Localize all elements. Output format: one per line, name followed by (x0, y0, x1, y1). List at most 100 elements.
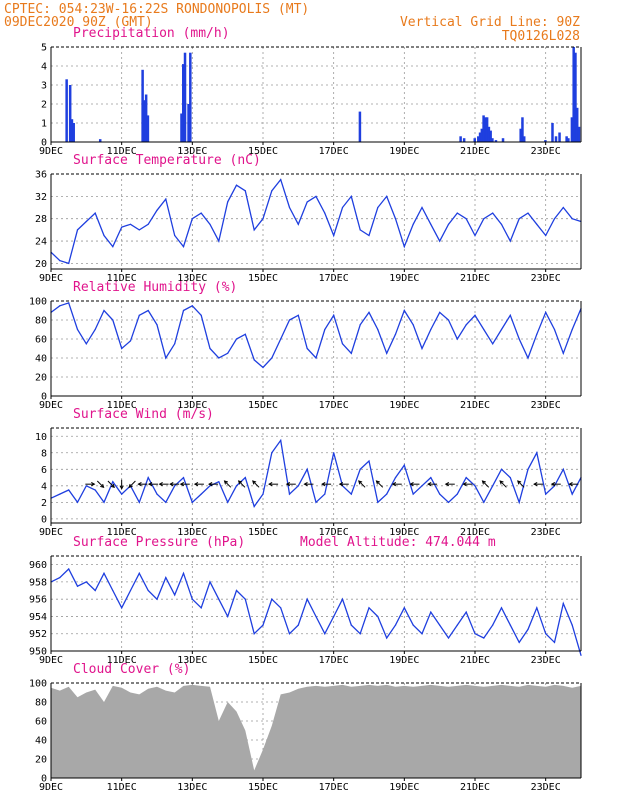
pres-point (430, 611, 432, 613)
wind-wind-arrowhead (193, 482, 199, 487)
rh-xtick-label: 15DEC (248, 400, 278, 411)
precip-bar (572, 47, 575, 142)
temp-point (112, 246, 114, 248)
wind-point (306, 468, 308, 470)
wind-wind-arrowhead (481, 480, 486, 485)
temp-point (386, 195, 388, 197)
wind-wind-arrow (376, 480, 384, 488)
rh-point (174, 343, 176, 345)
rh-point (209, 347, 211, 350)
rh-point (518, 338, 520, 340)
pres-point (209, 581, 211, 583)
rh-point (377, 328, 379, 331)
temp-point (456, 212, 458, 214)
pres-point (500, 607, 503, 609)
wind-wind-arrowhead (338, 482, 344, 487)
rh-point (315, 357, 317, 359)
cloud-xtick-label: 23DEC (531, 782, 561, 793)
cloud-ytick-label: 60 (35, 717, 47, 728)
pres-point (447, 637, 450, 639)
wind-xtick-label: 23DEC (531, 527, 561, 538)
pres-point (227, 615, 229, 618)
rh-point (483, 328, 485, 331)
pres-point (350, 624, 352, 626)
precip-bar (182, 64, 185, 142)
pres-point (297, 624, 299, 626)
temp-point (324, 212, 326, 214)
pres-xtick-label: 15DEC (248, 655, 278, 666)
wind-wind-arrowhead (179, 482, 185, 487)
temp-point (315, 195, 317, 197)
rh-point (121, 347, 123, 350)
rh-point (412, 324, 414, 326)
temp-point (280, 178, 282, 181)
temp-xtick-label: 9DEC (39, 273, 63, 284)
precip-bar (72, 123, 75, 142)
pres-point (465, 611, 467, 613)
rh-point (227, 352, 229, 354)
pres-point (359, 633, 361, 635)
precip-xtick-label: 19DEC (389, 146, 419, 157)
wind-wind-arrow (499, 480, 507, 488)
wind-wind-arrowhead (137, 482, 142, 487)
pres-point (386, 637, 388, 639)
pres-point (156, 598, 158, 600)
rh-ytick-label: 60 (35, 335, 47, 346)
rh-point (191, 305, 193, 307)
pres-point (165, 576, 167, 579)
temp-point (403, 246, 405, 248)
cloud-panel: 0 20 40 60 80 100 9DEC 11DEC 13DEC 15DEC 17DEC 19DE… (29, 662, 582, 793)
pres-point (456, 624, 458, 626)
rh-point (94, 328, 96, 331)
pres-point (492, 624, 494, 626)
temp-xtick-label: 19DEC (389, 273, 419, 284)
temp-point (536, 223, 538, 225)
rh-point (500, 328, 503, 331)
rh-point (76, 328, 79, 331)
precip-ytick-label: 2 (41, 100, 47, 111)
precip-xtick-label: 11DEC (107, 146, 137, 157)
wind-xtick-label: 21DEC (460, 527, 490, 538)
rh-point (165, 357, 167, 359)
pres-point (518, 641, 520, 643)
wind-ytick-label: 2 (41, 498, 47, 509)
wind-point (209, 485, 211, 487)
pres-ytick-label: 952 (29, 629, 47, 640)
wind-point (112, 481, 114, 483)
cloud-ytick-label: 40 (35, 736, 47, 747)
pres-point (262, 624, 264, 626)
precip-bar (183, 52, 187, 143)
pres-point (553, 641, 556, 643)
temp-point (76, 229, 79, 231)
wind-point (483, 501, 485, 503)
wind-point (191, 501, 193, 503)
pres-xtick-label: 19DEC (389, 655, 419, 666)
temp-point (253, 229, 255, 231)
wind-point (182, 476, 185, 479)
wind-point (253, 505, 255, 508)
pres-ytick-label: 954 (29, 612, 47, 623)
temp-point (297, 223, 299, 225)
wind-xtick-label: 13DEC (177, 527, 207, 538)
temp-point (271, 190, 273, 192)
precip-bar (144, 94, 148, 142)
temp-point (209, 223, 211, 225)
temp-point (138, 229, 140, 231)
pres-point (333, 615, 335, 618)
pres-point (571, 624, 573, 626)
pres-point (483, 637, 485, 639)
temp-point (182, 246, 185, 248)
temp-point (359, 229, 361, 231)
temp-point (333, 234, 335, 237)
temp-point (244, 190, 246, 192)
rh-ytick-label: 0 (41, 392, 47, 403)
pres-ytick-label: 960 (29, 560, 47, 571)
precip-bar (98, 139, 102, 142)
temp-point (368, 234, 370, 237)
wind-point (280, 439, 282, 441)
wind-wind-arrow (482, 480, 490, 488)
temp-point (447, 223, 450, 225)
cloud-ytick-label: 80 (35, 698, 47, 709)
rh-point (350, 352, 352, 354)
